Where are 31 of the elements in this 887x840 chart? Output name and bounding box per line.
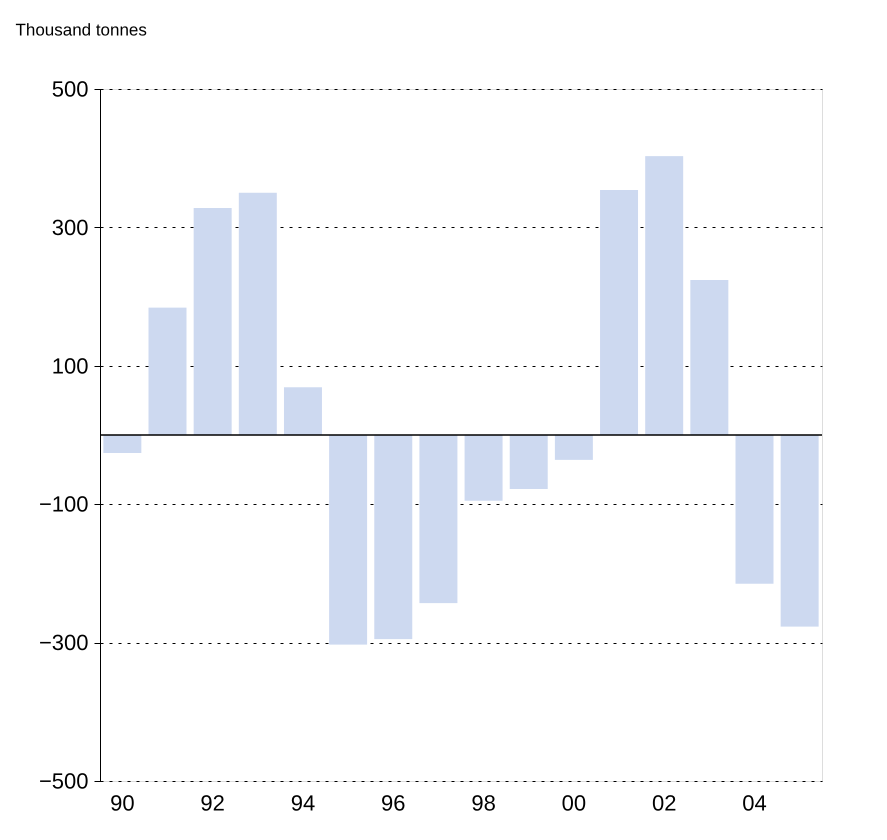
bar	[690, 280, 728, 435]
x-tick-label: 96	[381, 790, 406, 816]
y-axis-title: Thousand tonnes	[16, 20, 147, 40]
bar	[419, 435, 458, 604]
x-tick-label: 04	[742, 790, 767, 816]
y-tick-label: −100	[38, 492, 88, 517]
bar	[510, 435, 548, 489]
x-tick-label: 00	[562, 790, 586, 816]
bar	[464, 435, 503, 501]
bar	[600, 190, 638, 435]
y-tick-label: 500	[52, 76, 88, 102]
x-tick-label: 98	[471, 790, 496, 816]
bar	[194, 208, 232, 435]
bar	[103, 435, 142, 453]
y-tick-label: 300	[52, 214, 88, 240]
y-tick-label: −300	[38, 630, 88, 656]
bar	[238, 192, 277, 435]
bar	[284, 387, 322, 435]
bar	[780, 435, 819, 627]
bar	[329, 435, 368, 645]
bar	[148, 308, 187, 435]
bar	[554, 435, 593, 460]
bar	[645, 156, 684, 435]
x-tick-label: 94	[290, 790, 316, 816]
x-tick-label: 92	[200, 790, 225, 816]
x-tick-label: 02	[652, 790, 676, 816]
bar	[735, 435, 774, 584]
x-tick-label: 90	[110, 790, 135, 816]
y-tick-label: −500	[38, 768, 88, 794]
y-tick-label: 100	[52, 353, 88, 378]
bar	[374, 435, 412, 640]
